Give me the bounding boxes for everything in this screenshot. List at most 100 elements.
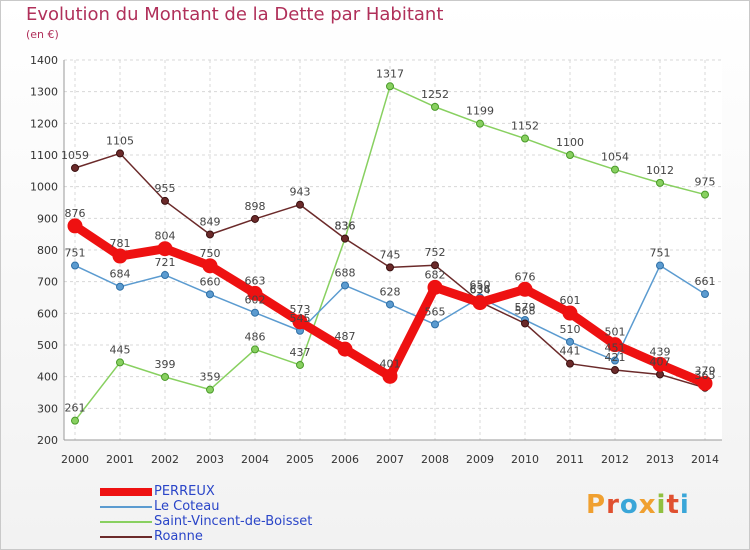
data-label: 1199: [466, 105, 494, 118]
data-label: 650: [470, 279, 491, 292]
data-point: [701, 190, 709, 199]
data-label: 579: [515, 301, 536, 314]
data-label: 781: [110, 237, 131, 250]
data-point: [386, 300, 394, 309]
series-roanne: [71, 149, 709, 392]
data-point: [337, 341, 353, 357]
data-label: 1012: [646, 164, 674, 177]
y-tick-label: 1400: [30, 54, 58, 67]
data-point: [161, 196, 169, 205]
data-point: [161, 271, 169, 280]
y-tick-label: 1300: [30, 86, 58, 99]
x-tick-label: 2006: [331, 453, 359, 466]
x-tick-label: 2003: [196, 453, 224, 466]
data-point: [382, 368, 398, 384]
data-label: 682: [425, 268, 446, 281]
data-point: [566, 359, 574, 368]
data-point: [116, 282, 124, 291]
x-tick-label: 2009: [466, 453, 494, 466]
data-label: 1054: [601, 151, 629, 164]
data-point: [71, 416, 79, 425]
x-tick-label: 2010: [511, 453, 539, 466]
data-point: [472, 295, 488, 311]
data-point: [251, 345, 259, 354]
legend-swatch: [100, 536, 152, 538]
data-point: [341, 281, 349, 290]
data-point: [251, 214, 259, 223]
data-point: [476, 119, 484, 128]
data-label: 602: [245, 294, 266, 307]
data-label: 441: [560, 345, 581, 358]
series-perreux: [67, 218, 713, 391]
legend-label: PERREUX: [154, 484, 215, 499]
data-label: 486: [245, 330, 266, 343]
y-tick-label: 600: [37, 307, 58, 320]
series-lines: [67, 82, 713, 425]
data-label: 721: [155, 256, 176, 269]
y-tick-label: 1100: [30, 149, 58, 162]
data-label: 1317: [376, 67, 404, 80]
data-point: [116, 149, 124, 158]
data-label: 399: [155, 358, 176, 371]
legend-swatch: [100, 488, 152, 496]
data-point: [607, 337, 623, 353]
data-label: 565: [425, 305, 446, 318]
data-point: [701, 290, 709, 299]
data-label: 660: [200, 275, 221, 288]
logo-letter: P: [586, 490, 607, 520]
data-label: 898: [245, 200, 266, 213]
data-label: 676: [515, 270, 536, 283]
data-label: 421: [605, 351, 626, 364]
data-point: [386, 263, 394, 272]
data-point: [296, 360, 304, 369]
x-tick-label: 2014: [691, 453, 719, 466]
data-label: 750: [200, 247, 221, 260]
x-tick-label: 2008: [421, 453, 449, 466]
data-label: 661: [695, 275, 716, 288]
data-label: 439: [650, 345, 671, 358]
data-label: 1152: [511, 120, 539, 133]
data-point: [562, 305, 578, 321]
data-label: 545: [290, 312, 311, 325]
data-point: [611, 165, 619, 174]
data-point: [566, 151, 574, 159]
data-point: [427, 279, 443, 295]
data-point: [611, 366, 619, 375]
data-point: [206, 385, 214, 394]
data-point: [656, 178, 664, 187]
data-point: [206, 230, 214, 239]
data-label: 804: [155, 230, 176, 243]
data-point: [206, 290, 214, 299]
y-tick-label: 800: [37, 244, 58, 257]
data-label: 752: [425, 246, 446, 259]
x-tick-label: 2001: [106, 453, 134, 466]
data-point: [202, 258, 218, 274]
logo-letter: o: [619, 490, 639, 520]
data-point: [71, 261, 79, 270]
data-label: 876: [65, 207, 86, 220]
y-tick-label: 500: [37, 339, 58, 352]
data-label: 836: [335, 220, 356, 233]
y-tick-label: 700: [37, 276, 58, 289]
data-label: 359: [200, 371, 221, 384]
data-label: 628: [380, 285, 401, 298]
x-tick-label: 2012: [601, 453, 629, 466]
data-label: 379: [695, 364, 716, 377]
data-point: [697, 375, 713, 391]
data-label: 573: [290, 303, 311, 316]
data-point: [292, 314, 308, 330]
chart-subtitle: (en €): [26, 28, 59, 41]
data-point: [652, 356, 668, 372]
data-label: 365: [695, 369, 716, 382]
data-point: [656, 261, 664, 270]
data-label: 684: [110, 268, 131, 281]
data-label: 437: [290, 346, 311, 359]
data-point: [67, 218, 83, 234]
data-label: 407: [650, 355, 671, 368]
logo-letter: i: [679, 490, 690, 520]
y-tick-label: 400: [37, 371, 58, 384]
data-label: 401: [380, 357, 401, 370]
data-point: [341, 234, 349, 243]
data-label: 688: [335, 266, 356, 279]
data-label: 445: [110, 343, 131, 356]
